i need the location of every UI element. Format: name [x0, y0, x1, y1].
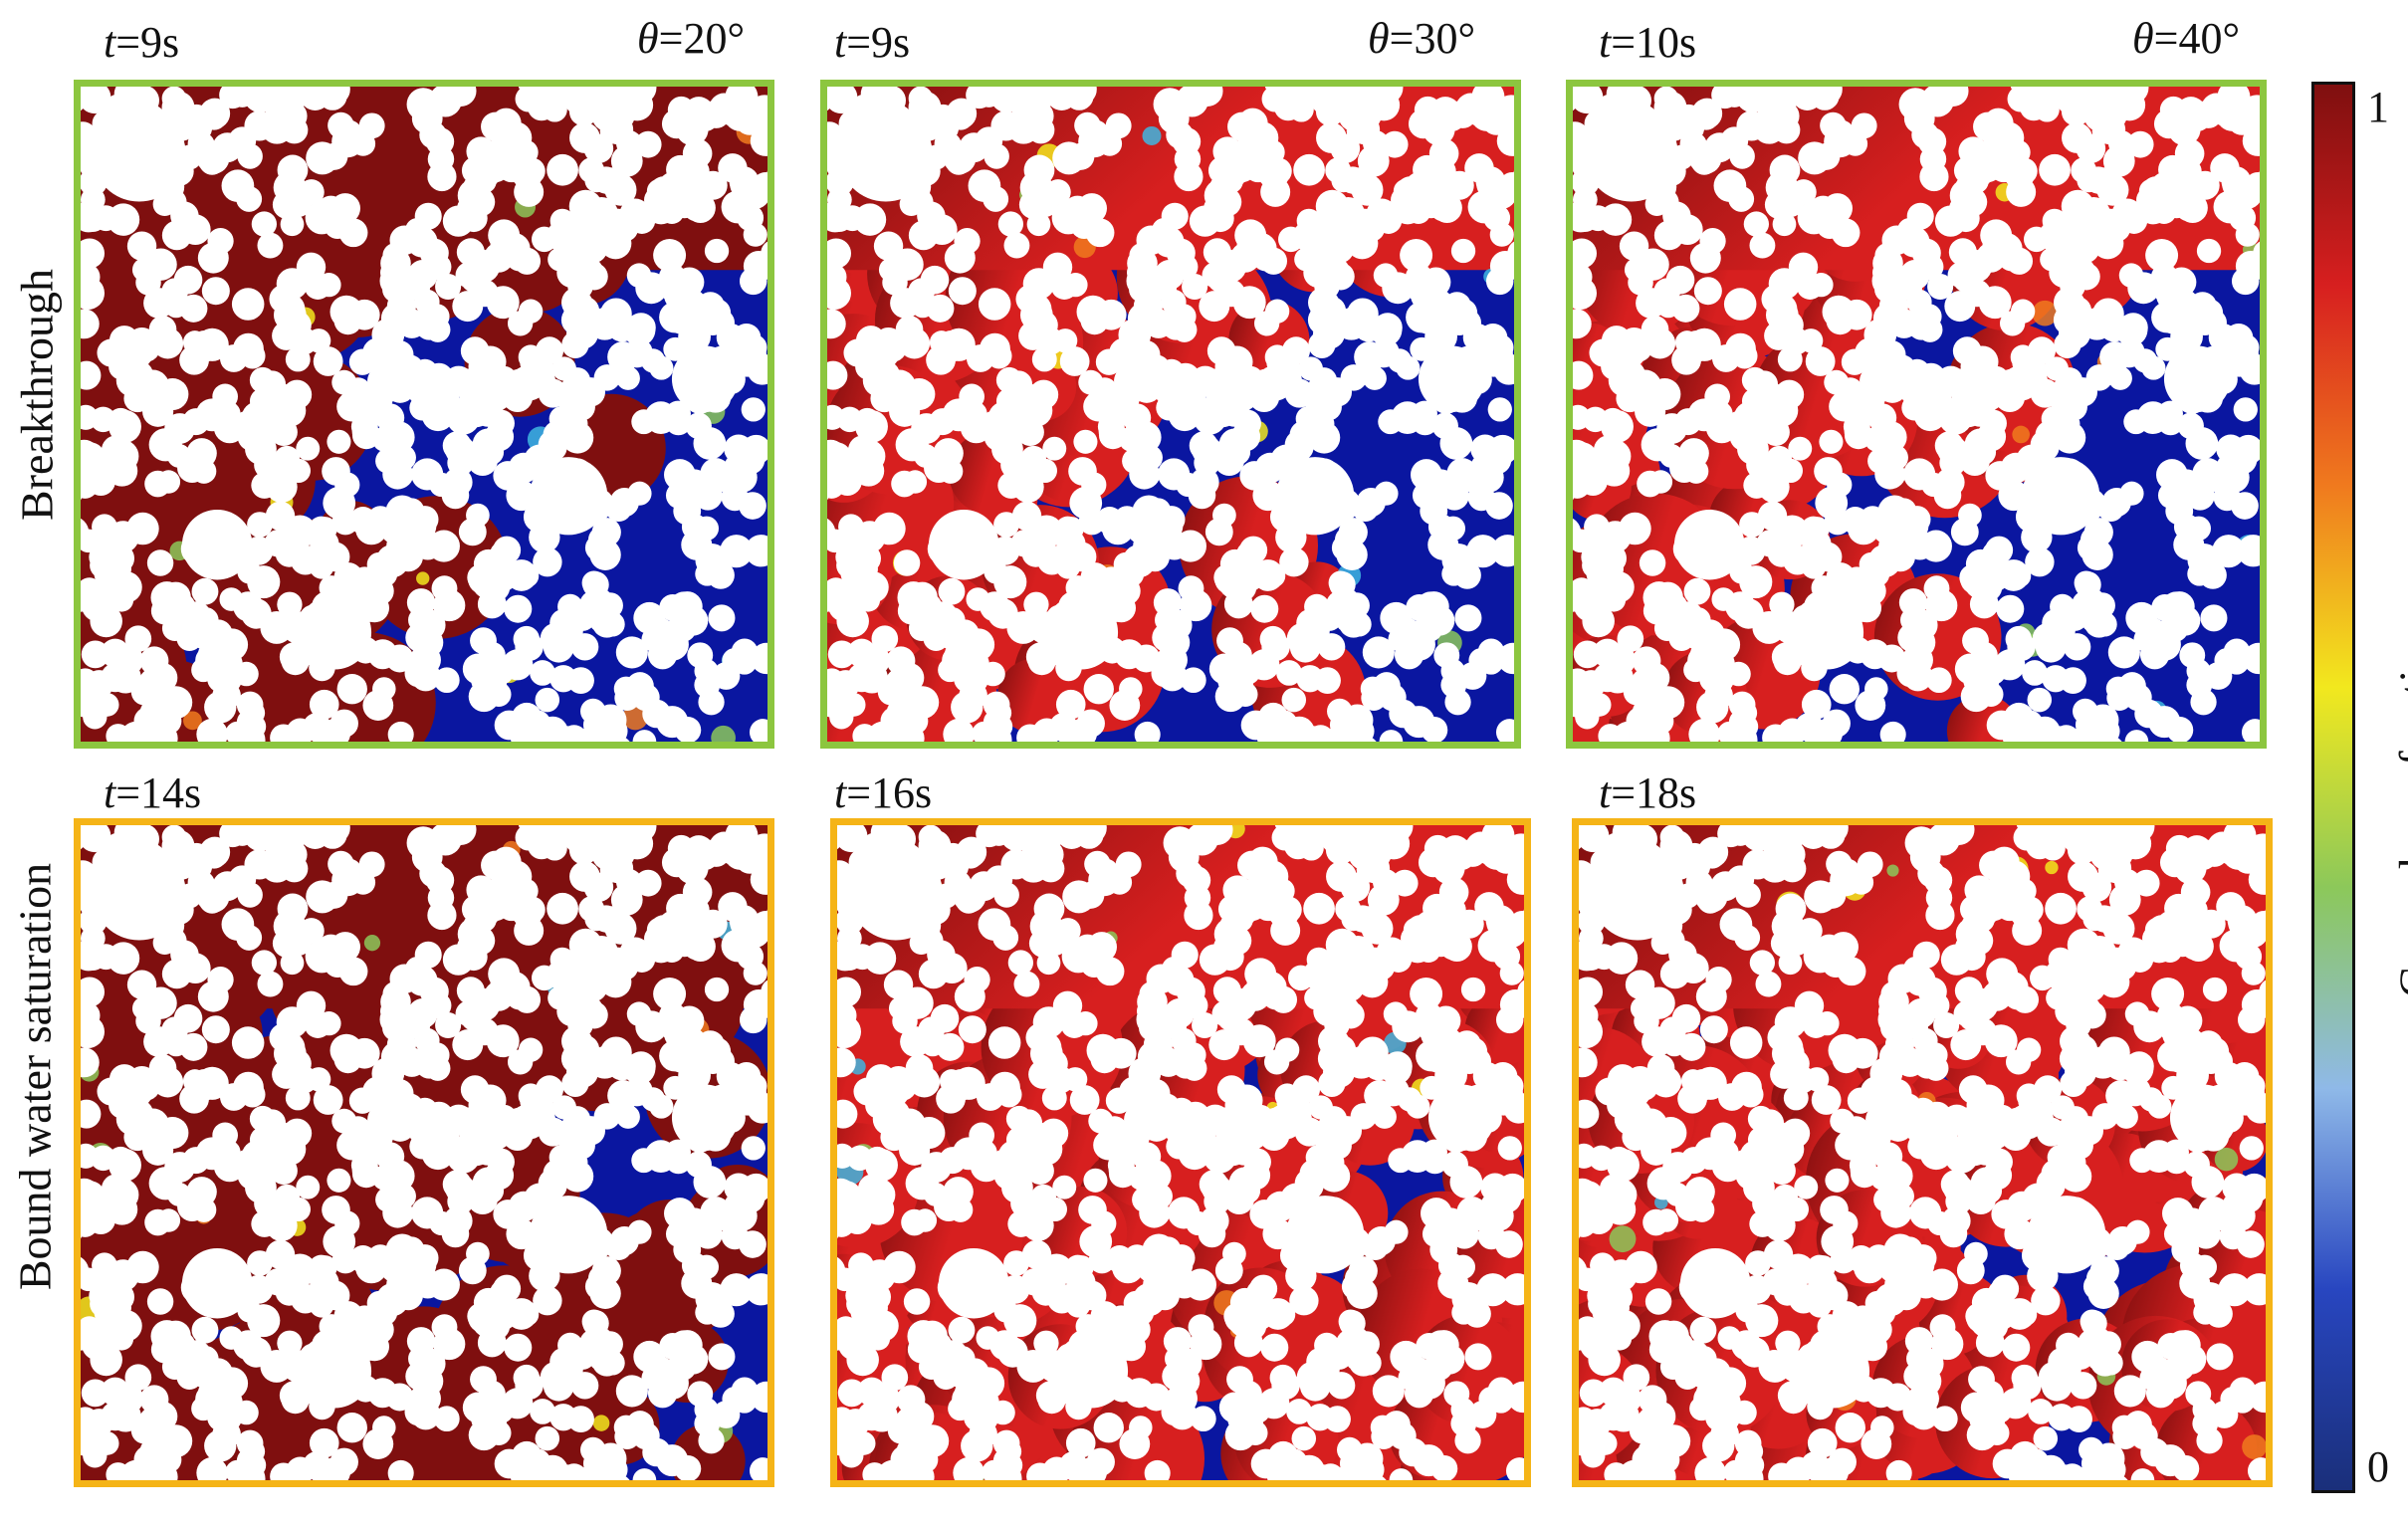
- porous-field: [837, 825, 1524, 1480]
- porous-field: [81, 87, 767, 742]
- time-label-p3: t=14s: [104, 768, 202, 817]
- panel-saturation-t18: [1572, 818, 2273, 1487]
- colorbar-title: Gas volume fraction: [2389, 623, 2408, 998]
- time-label-p0: t=9s: [104, 18, 180, 67]
- porous-field: [827, 87, 1514, 742]
- solid-grains: [837, 825, 1524, 1480]
- panel-breakthrough-theta30: [820, 80, 1521, 749]
- angle-label-p2: θ=40°: [2132, 14, 2241, 63]
- solid-grains: [1573, 87, 2260, 742]
- time-label-p1: t=9s: [834, 18, 911, 67]
- angle-label-p0: θ=20°: [637, 14, 746, 63]
- row-label-bound-water-saturation: Bound water saturation: [9, 862, 61, 1291]
- solid-grains: [1579, 825, 2266, 1480]
- porous-field: [81, 825, 767, 1480]
- colorbar-min-label: 0: [2367, 1442, 2389, 1491]
- porous-field: [1579, 825, 2266, 1480]
- time-label-p4: t=16s: [834, 768, 933, 817]
- panel-saturation-t16: [830, 818, 1531, 1487]
- row-label-breakthrough: Breakthrough: [11, 269, 63, 521]
- solid-grains: [827, 87, 1514, 742]
- colorbar-max-label: 1: [2367, 83, 2389, 131]
- panel-breakthrough-theta40: [1566, 80, 2267, 749]
- panel-breakthrough-theta20: [74, 80, 774, 749]
- panel-saturation-t14: [74, 818, 774, 1487]
- porous-field: [1573, 87, 2260, 742]
- angle-label-p1: θ=30°: [1368, 14, 1476, 63]
- colorbar: [2311, 82, 2355, 1493]
- time-label-p5: t=18s: [1599, 768, 1697, 817]
- solid-grains: [81, 87, 767, 742]
- solid-grains: [81, 825, 767, 1480]
- time-label-p2: t=10s: [1599, 18, 1697, 67]
